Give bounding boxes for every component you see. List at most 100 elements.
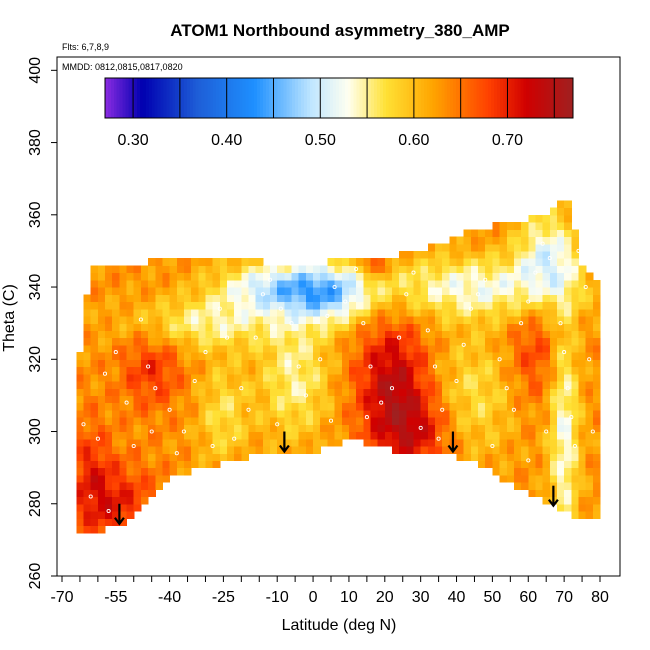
heatmap-cell <box>205 424 214 433</box>
heatmap-cell <box>442 294 450 303</box>
heatmap-cell <box>427 388 436 396</box>
heatmap-cell <box>112 380 120 389</box>
heatmap-cell <box>449 424 458 433</box>
heatmap-cell <box>384 402 393 411</box>
colorbar-segment <box>166 78 170 118</box>
heatmap-cell <box>148 460 156 469</box>
heatmap-cell <box>313 337 321 346</box>
heatmap-cell <box>76 388 85 396</box>
heatmap-cell <box>478 424 486 433</box>
heatmap-cell <box>162 424 171 433</box>
heatmap-cell <box>449 258 458 266</box>
heatmap-cell <box>212 315 221 324</box>
heatmap-cell <box>183 344 192 353</box>
heatmap-cell <box>140 287 149 295</box>
heatmap-cell <box>399 424 407 433</box>
heatmap-cell <box>370 287 379 295</box>
heatmap-cell <box>248 431 257 440</box>
heatmap-cell <box>327 417 336 425</box>
heatmap-cell <box>377 373 386 382</box>
heatmap-cell <box>191 402 199 411</box>
heatmap-cell <box>155 482 164 490</box>
heatmap-cell <box>521 308 529 317</box>
heatmap-cell <box>298 359 307 368</box>
heatmap-cell <box>169 344 178 353</box>
heatmap-cell <box>435 337 443 346</box>
heatmap-cell <box>112 323 120 331</box>
heatmap-cell <box>456 330 465 339</box>
heatmap-cell <box>112 388 120 396</box>
heatmap-cell <box>162 431 171 440</box>
heatmap-cell <box>542 388 551 396</box>
heatmap-cell <box>556 474 565 483</box>
heatmap-cell <box>535 222 544 230</box>
heatmap-cell <box>592 301 601 310</box>
heatmap-cell <box>140 294 149 303</box>
heatmap-cell <box>176 272 185 281</box>
heatmap-cell <box>571 388 580 396</box>
heatmap-cell <box>270 417 278 425</box>
observation-point <box>167 407 172 412</box>
heatmap-cell <box>133 460 142 469</box>
heatmap-cell <box>356 395 364 404</box>
heatmap-cell <box>76 402 85 411</box>
heatmap-cell <box>298 417 307 425</box>
heatmap-cell <box>241 388 250 396</box>
heatmap-cell <box>549 229 558 238</box>
observation-point <box>368 364 373 369</box>
heatmap-cell <box>549 279 558 288</box>
colorbar-segment <box>216 78 220 118</box>
heatmap-cell <box>126 330 135 339</box>
heatmap-cell <box>140 359 149 368</box>
heatmap-cell <box>435 409 443 418</box>
heatmap-cell <box>277 294 285 303</box>
heatmap-cell <box>183 359 192 368</box>
heatmap-cell <box>363 402 372 411</box>
heatmap-cell <box>291 359 300 368</box>
heatmap-cell <box>513 402 522 411</box>
heatmap-cell <box>162 265 171 274</box>
colorbar-segment <box>260 78 264 118</box>
heatmap-cell <box>535 287 544 295</box>
heatmap-cell <box>542 323 551 331</box>
heatmap-cell <box>198 445 207 454</box>
observation-point <box>497 357 502 362</box>
heatmap-cell <box>126 395 135 404</box>
heatmap-cell <box>549 359 558 368</box>
heatmap-cell <box>320 344 329 353</box>
heatmap-cell <box>391 409 400 418</box>
heatmap-cell <box>528 323 537 331</box>
heatmap-cell <box>478 395 486 404</box>
heatmap-cell <box>542 431 551 440</box>
colorbar-segment <box>570 78 574 118</box>
heatmap-cell <box>105 337 113 346</box>
heatmap-cell <box>513 453 522 462</box>
heatmap-cell <box>585 330 594 339</box>
heatmap-cell <box>133 496 142 505</box>
heatmap-cell <box>377 424 386 433</box>
heatmap-cell <box>542 496 551 505</box>
heatmap-cell <box>327 323 336 331</box>
heatmap-cell <box>542 301 551 310</box>
heatmap-cell <box>284 330 293 339</box>
heatmap-cell <box>499 294 508 303</box>
heatmap-cell <box>162 337 171 346</box>
heatmap-cell <box>334 352 343 360</box>
heatmap-cell <box>542 417 551 425</box>
colorbar-segment <box>181 78 185 118</box>
heatmap-cell <box>348 258 357 266</box>
heatmap-cell <box>578 424 587 433</box>
heatmap-cell <box>470 366 479 375</box>
heatmap-cell <box>492 272 501 281</box>
observation-point <box>303 393 308 398</box>
heatmap-cell <box>270 279 278 288</box>
heatmap-cell <box>112 503 120 512</box>
heatmap-cell <box>248 402 257 411</box>
heatmap-cell <box>506 330 515 339</box>
heatmap-cell <box>234 330 242 339</box>
heatmap-cell <box>97 294 106 303</box>
heatmap-cell <box>442 258 450 266</box>
heatmap-cell <box>169 258 178 266</box>
observation-point <box>174 451 179 456</box>
heatmap-cell <box>585 482 594 490</box>
